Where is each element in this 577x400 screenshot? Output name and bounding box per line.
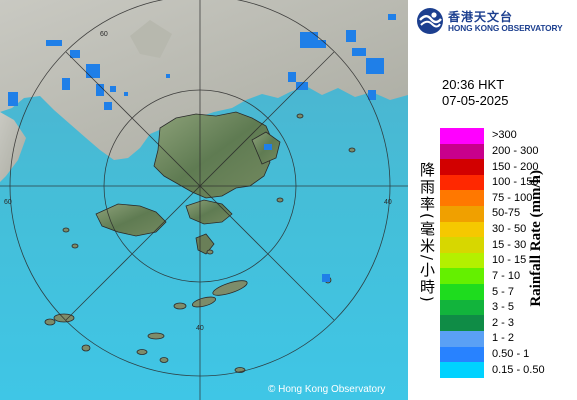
legend-label: 2 - 3 — [492, 316, 515, 329]
legend-label: 50-75 — [492, 207, 521, 220]
legend-swatch — [440, 252, 484, 269]
legend-label: 200 - 300 — [492, 144, 539, 157]
outlying-islands — [44, 113, 356, 373]
legend-label: 0.50 - 1 — [492, 348, 530, 361]
radar-date: 07-05-2025 — [442, 93, 509, 108]
legend-swatch — [440, 299, 484, 316]
legend-swatch — [440, 221, 484, 238]
legend-swatch — [440, 237, 484, 253]
ring-label-top: 60 — [100, 31, 108, 38]
legend-label: 75 - 100 — [492, 191, 533, 204]
legend-color-scale — [440, 128, 484, 378]
range-rings — [0, 0, 408, 400]
hong-kong-landmass — [153, 111, 273, 199]
north-peninsula — [130, 20, 172, 58]
hko-logo-icon — [417, 8, 443, 34]
legend-label: 30 - 50 — [492, 223, 527, 236]
legend-swatch — [440, 174, 484, 191]
ring-label-bottom: 40 — [196, 325, 204, 332]
legend-label: 150 - 200 — [492, 160, 539, 173]
western-shore — [0, 112, 26, 182]
legend-swatch — [440, 143, 484, 160]
legend-swatch — [440, 268, 484, 285]
legend-label: 10 - 15 — [492, 254, 527, 267]
legend-swatch — [440, 159, 484, 175]
legend-swatch — [440, 330, 484, 347]
legend-swatch — [440, 206, 484, 222]
logo-chinese-name: 香港天文台 — [448, 10, 514, 24]
legend-label: 15 - 30 — [492, 238, 527, 251]
legend-swatch — [440, 315, 484, 331]
legend-label: 5 - 7 — [492, 285, 515, 298]
legend-title-english: Rainfall Rate (mm/h) — [528, 170, 544, 307]
copyright-text: © Hong Kong Observatory — [268, 384, 386, 395]
legend-label: 100 - 150 — [492, 176, 539, 189]
lamma-island — [195, 233, 215, 255]
legend-swatch — [440, 128, 484, 144]
legend-label: 0.15 - 0.50 — [492, 363, 545, 376]
logo-english-name: HONG KONG OBSERVATORY — [448, 23, 563, 33]
ring-label-right: 40 — [384, 199, 392, 206]
legend-swatch — [440, 284, 484, 300]
legend-swatch — [440, 346, 484, 363]
ring-label-left: 60 — [4, 199, 12, 206]
observatory-logo: 香港天文台 HONG KONG OBSERVATORY — [414, 6, 574, 36]
legend-label: 7 - 10 — [492, 269, 521, 282]
legend-panel: 香港天文台 HONG KONG OBSERVATORY 20:36 HKT 07… — [408, 0, 577, 400]
radar-map: 60 40 60 40 © Hong Kong Observatory — [0, 0, 408, 400]
legend-title-chinese: 降雨率(毫米/小時) — [418, 162, 436, 304]
rain-echoes — [8, 14, 396, 282]
legend-swatch — [440, 362, 484, 378]
legend-swatch — [440, 190, 484, 207]
legend-label: 1 - 2 — [492, 332, 515, 345]
legend-label: 3 - 5 — [492, 301, 515, 314]
radar-time: 20:36 HKT — [442, 77, 505, 92]
legend-label: >300 — [492, 129, 517, 142]
